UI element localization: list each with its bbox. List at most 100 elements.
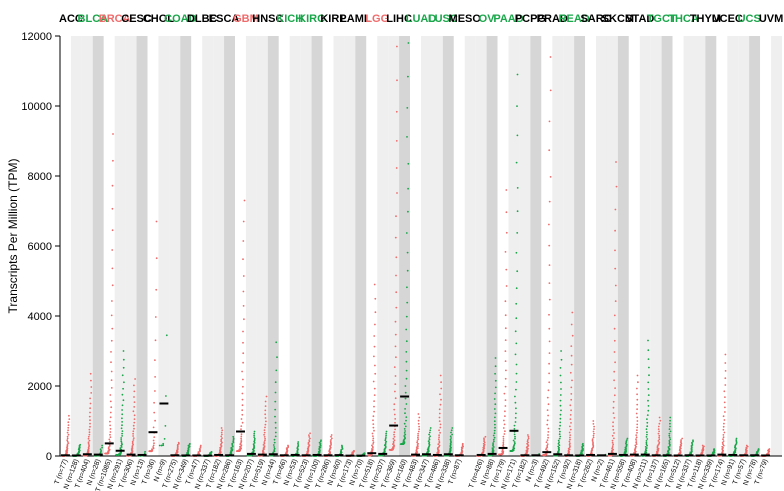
sample-dot [417,413,420,415]
sample-dot [658,416,661,419]
sample-dot [220,427,223,429]
sample-dot [66,439,69,442]
sample-dot [407,187,409,190]
sample-dot [513,424,516,427]
sample-dot [527,434,529,436]
sample-dot [385,432,387,435]
sample-dot [154,339,157,342]
sample-dot [659,419,662,422]
sample-dot [494,386,497,389]
sample-dot [504,410,506,413]
cancer-label-kirc: KIRC [298,13,325,25]
sample-dot [131,440,134,443]
sample-dot [89,411,91,414]
sample-dot [438,416,441,419]
sample-dot [515,388,517,391]
band-right-esca [224,36,236,456]
sample-dot [492,442,494,444]
sample-dot [416,441,418,444]
sample-dot [111,327,114,330]
sample-dot [406,136,408,138]
sample-dot [504,385,507,388]
sample-dot [394,320,397,323]
sample-dot [548,282,551,284]
sample-dot [635,434,638,436]
sample-dot [372,439,374,442]
sample-dot [429,427,432,429]
sample-dot [404,425,407,428]
sample-dot [516,210,519,213]
sample-dot [220,438,223,441]
sample-dot [111,284,114,287]
sample-dot [372,443,374,445]
sample-dot [646,414,649,416]
sample-dot [451,427,454,429]
sample-dot [612,443,615,446]
sample-dot [570,323,573,326]
band-right-meso [464,36,476,456]
sample-dot [722,415,725,418]
sample-dot [613,417,616,419]
sample-dot [392,440,395,443]
sample-dot [110,339,113,342]
sample-dot [546,423,549,426]
sample-dot [547,436,549,439]
sample-dot [440,387,443,390]
sample-dot [669,430,672,433]
sample-dot [121,432,123,435]
sample-dot [232,437,235,440]
cancer-label-paad: PAAD [493,13,523,25]
sample-dot [263,433,265,436]
sample-dot [504,350,507,352]
cancer-label-kirp: KIRP [320,13,346,25]
sample-dot [513,428,516,430]
sample-dot [373,335,376,337]
sample-dot [680,440,682,443]
sample-dot [593,425,595,428]
sample-dot [438,434,440,437]
sample-dot [274,408,277,411]
sample-dot [109,420,111,423]
sample-dot [274,421,277,424]
sample-dot [265,395,268,398]
sample-dot [242,305,245,307]
sample-dot [440,398,442,401]
sample-dot [373,355,375,358]
sample-dot [494,423,496,426]
sample-dot [274,400,277,403]
sample-dot [384,437,387,440]
sample-dot [143,452,146,455]
sample-dot [241,421,244,424]
sample-dot [393,435,396,438]
sample-dot [405,360,408,363]
sample-dot [504,327,507,330]
sample-dot [87,435,90,438]
sample-dot [371,432,374,435]
sample-dot [88,431,91,434]
sample-dot [68,418,71,420]
sample-dot [592,442,594,445]
sample-dot [232,438,235,441]
sample-dot [273,447,276,450]
sample-dot [669,425,671,428]
sample-dot [418,416,421,419]
sample-dot [308,434,310,436]
sample-dot [67,442,70,444]
sample-dot [120,442,123,445]
sample-dot [723,419,726,421]
sample-dot [493,420,496,423]
sample-dot [658,441,661,444]
sample-dot [89,397,91,400]
sample-dot [548,362,550,365]
band-right-ucs [749,36,761,456]
sample-dot [263,429,266,431]
sample-dot [680,439,682,441]
sample-dot [503,392,506,395]
sample-dot [331,437,333,440]
sample-dot [722,425,725,428]
sample-dot [405,369,408,372]
cancer-label-prad: PRAD [537,13,568,25]
band-right-prad [552,36,564,456]
sample-dot [636,387,638,390]
sample-dot [121,404,124,407]
